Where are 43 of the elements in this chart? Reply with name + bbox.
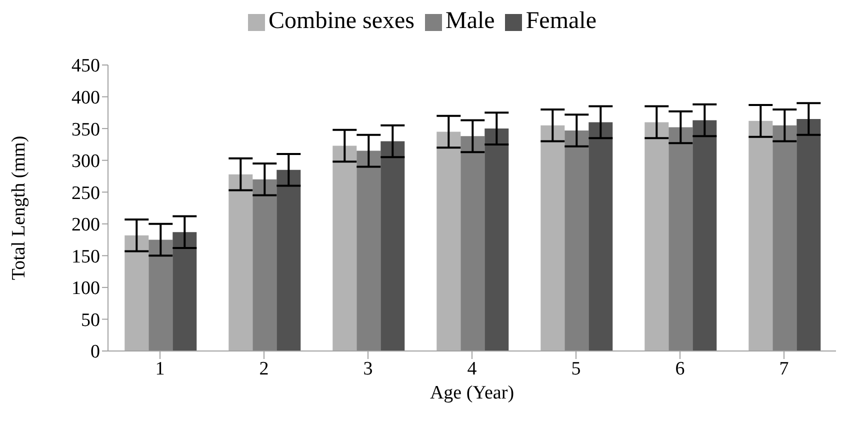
y-tick-label: 100 bbox=[72, 278, 100, 300]
y-tick-label: 400 bbox=[72, 88, 100, 109]
bar bbox=[748, 120, 773, 351]
bar bbox=[172, 232, 197, 351]
bar bbox=[356, 150, 381, 351]
bar bbox=[564, 130, 589, 351]
y-tick-label: 300 bbox=[72, 151, 100, 172]
legend-label: Female bbox=[526, 8, 596, 34]
bar bbox=[276, 170, 301, 351]
x-axis-title: Age (Year) bbox=[430, 382, 514, 404]
bar bbox=[796, 119, 821, 351]
bar bbox=[692, 120, 717, 351]
bar bbox=[668, 127, 693, 351]
y-axis-title: Total Length (mm) bbox=[8, 136, 30, 280]
y-tick-label: 350 bbox=[72, 119, 100, 140]
bar bbox=[332, 146, 357, 351]
bar bbox=[124, 235, 149, 351]
y-tick-label: 50 bbox=[81, 310, 100, 331]
bar bbox=[436, 132, 461, 351]
y-tick-label: 200 bbox=[72, 214, 100, 236]
y-tick-label: 0 bbox=[90, 342, 100, 363]
legend-label: Male bbox=[446, 8, 495, 34]
legend-label: Combine sexes bbox=[268, 8, 415, 34]
x-tick-label: 5 bbox=[571, 358, 581, 380]
x-tick-label: 3 bbox=[363, 358, 373, 380]
bar bbox=[228, 174, 253, 351]
y-tick-label: 150 bbox=[72, 246, 100, 268]
bar bbox=[380, 141, 405, 351]
bar bbox=[772, 125, 797, 351]
bar bbox=[148, 240, 173, 351]
x-tick-label: 7 bbox=[779, 358, 789, 380]
bar bbox=[588, 122, 613, 351]
bar bbox=[540, 125, 565, 351]
x-tick-label: 1 bbox=[155, 358, 165, 380]
y-tick-label: 250 bbox=[72, 182, 100, 204]
x-tick-label: 4 bbox=[467, 358, 478, 380]
y-tick-label: 450 bbox=[72, 56, 100, 77]
bar bbox=[644, 122, 669, 351]
x-tick-label: 6 bbox=[675, 358, 685, 380]
x-tick-label: 2 bbox=[259, 358, 269, 380]
bar bbox=[484, 128, 509, 351]
bar bbox=[460, 136, 485, 351]
bar bbox=[252, 179, 277, 351]
